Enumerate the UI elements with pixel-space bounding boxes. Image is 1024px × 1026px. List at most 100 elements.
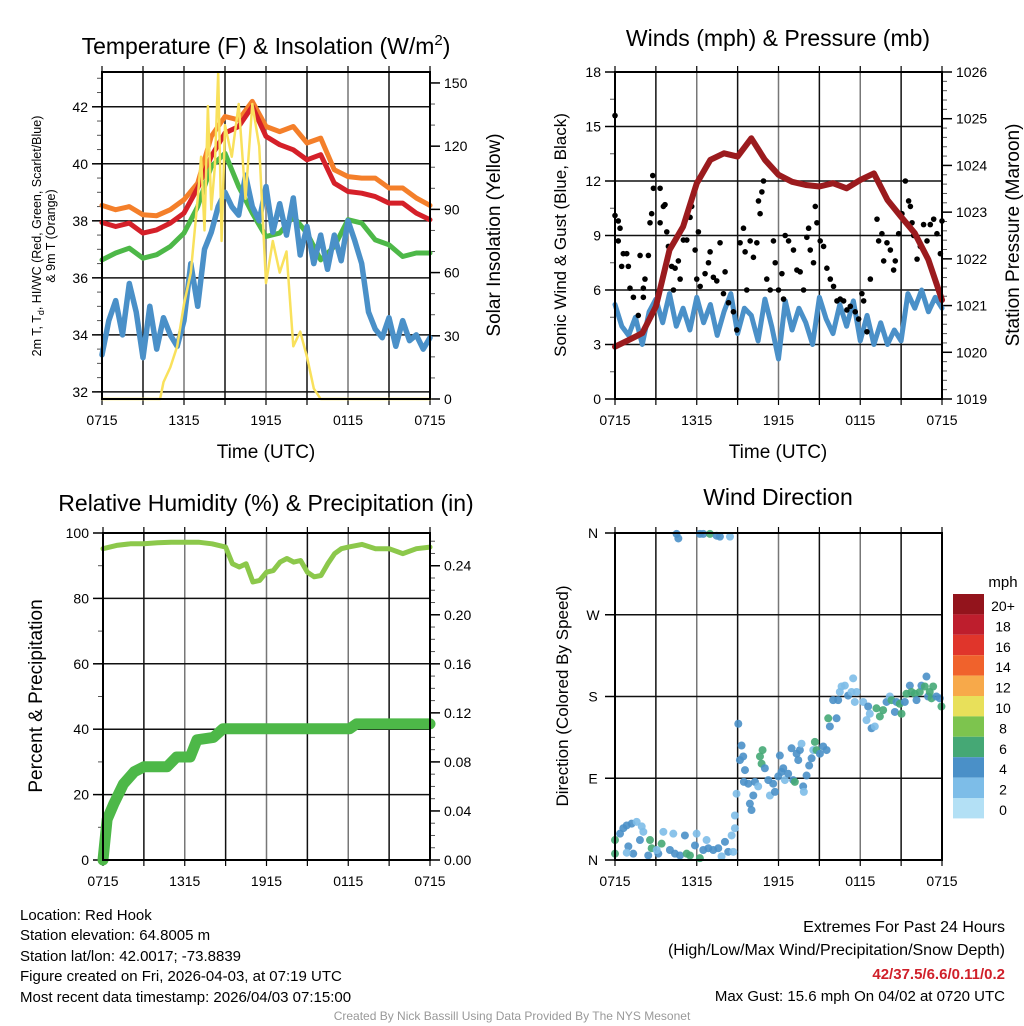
legend-swatch	[953, 777, 984, 798]
right-y-tick-label: 0.20	[444, 607, 471, 623]
gust-point	[855, 316, 862, 322]
gust-point	[757, 210, 763, 217]
wind-direction-point	[802, 771, 811, 780]
x-tick-label: 0715	[87, 873, 118, 889]
wind-direction-point	[744, 779, 753, 788]
legend-label: 2	[999, 782, 1007, 798]
wind-direction-point	[840, 681, 849, 690]
gust-point	[760, 178, 767, 184]
wind-direction-point	[675, 851, 684, 860]
y-tick-label: 40	[72, 156, 88, 172]
gust-point	[675, 258, 682, 264]
right-y-tick-label: 1020	[956, 344, 987, 360]
x-tick-label: 0715	[86, 412, 117, 428]
extremes-title: Extremes For Past 24 Hours	[803, 919, 1005, 936]
gust-point	[830, 283, 837, 290]
wind-direction-point	[790, 777, 799, 786]
precipitation-line	[97, 718, 436, 866]
wind-direction-point	[737, 741, 746, 750]
gust-point	[684, 237, 690, 243]
legend-swatch	[953, 594, 984, 615]
gust-point	[630, 294, 637, 301]
right-y-tick-label: 90	[444, 201, 460, 217]
y-tick-label: E	[588, 770, 597, 786]
gust-point	[692, 247, 698, 253]
legend-swatch	[953, 634, 984, 656]
legend-label: 14	[995, 659, 1011, 675]
wind-direction-point	[810, 737, 819, 746]
wind-direction-point	[920, 682, 929, 691]
blue-dewpoint-line	[99, 172, 433, 361]
legend-swatch	[953, 675, 984, 696]
legend-label: 8	[999, 720, 1007, 736]
y-tick-label: 20	[73, 787, 89, 803]
wind-direction-point	[715, 532, 724, 541]
max-gust-text: Max Gust: 15.6 mph On 04/02 at 0720 UTC	[714, 988, 1005, 1005]
x-tick-label: 0715	[414, 873, 445, 889]
wind-direction-point	[794, 756, 803, 765]
wind-direction-point	[657, 839, 666, 848]
gust-point	[930, 216, 937, 222]
wind-direction-point	[905, 681, 914, 690]
wind-direction-point	[725, 532, 734, 541]
y-tick-label: 40	[73, 721, 89, 737]
right-y-tick-label: 1024	[956, 157, 987, 173]
y-tick-label: 9	[593, 228, 601, 244]
gust-point	[820, 243, 827, 250]
wind-direction-point	[879, 706, 888, 715]
wind-direction-point	[815, 749, 824, 758]
right-y-tick-label: 0	[444, 391, 452, 407]
gust-point	[824, 265, 830, 272]
gust-point	[867, 276, 874, 282]
wind-direction-point	[702, 836, 711, 845]
legend-swatch	[953, 736, 984, 758]
yellow-insolation-line	[100, 71, 432, 401]
wind-direction-point	[890, 707, 899, 716]
gust-point	[720, 290, 727, 297]
maroon-pressure-line	[612, 135, 945, 350]
legend-swatch	[953, 798, 984, 819]
y-tick-label: 0	[81, 852, 89, 868]
temperature-panel: 0715 1315 1915 0115 0715 32 34 36 38 40 42 0 30 60 90 1…	[72, 66, 468, 428]
wind-direction-point	[729, 847, 738, 856]
y-tick-label: 100	[66, 525, 90, 541]
wind-direction-point	[732, 789, 741, 798]
gust-point	[827, 276, 834, 282]
wind-direction-point	[674, 534, 683, 543]
gust-point	[637, 252, 643, 259]
wind-direction-point	[646, 836, 655, 845]
wind-direction-point	[629, 849, 638, 858]
x-tick-label: 1315	[681, 873, 712, 889]
gust-point	[805, 225, 812, 232]
gust-point	[662, 201, 668, 208]
x-tick-label: 0715	[599, 412, 630, 428]
gust-point	[705, 259, 712, 266]
gust-point	[927, 221, 934, 228]
winds-panel-title: Winds (mph) & Pressure (mb)	[626, 25, 930, 51]
wind-direction-point	[770, 787, 779, 796]
humidity-panel-title: Relative Humidity (%) & Precipitation (i…	[58, 490, 473, 516]
gust-point	[934, 230, 940, 237]
gust-point	[627, 285, 633, 291]
wind-direction-point	[862, 716, 871, 725]
y-tick-label: 38	[72, 213, 88, 229]
legend-swatch	[953, 614, 984, 635]
wind-direction-point	[864, 702, 873, 711]
right-y-tick-label: 1021	[956, 298, 987, 314]
gust-point	[623, 250, 630, 257]
right-y-tick-label: 1026	[956, 64, 987, 80]
wind-direction-point	[795, 746, 804, 755]
gust-point	[713, 278, 720, 284]
gust-point	[640, 294, 647, 301]
gust-point	[875, 238, 882, 244]
gust-point	[890, 267, 897, 273]
wind-direction-point	[745, 799, 754, 808]
wind-direction-point	[870, 722, 879, 731]
gust-point	[759, 189, 765, 195]
extremes-values: 42/37.5/6.6/0.11/0.2	[872, 966, 1005, 983]
x-tick-label: 1915	[763, 873, 794, 889]
gust-point	[734, 327, 740, 333]
legend-title: mph	[988, 574, 1017, 591]
figure-created-text: Figure created on Fri, 2026-04-03, at 07…	[20, 968, 342, 985]
